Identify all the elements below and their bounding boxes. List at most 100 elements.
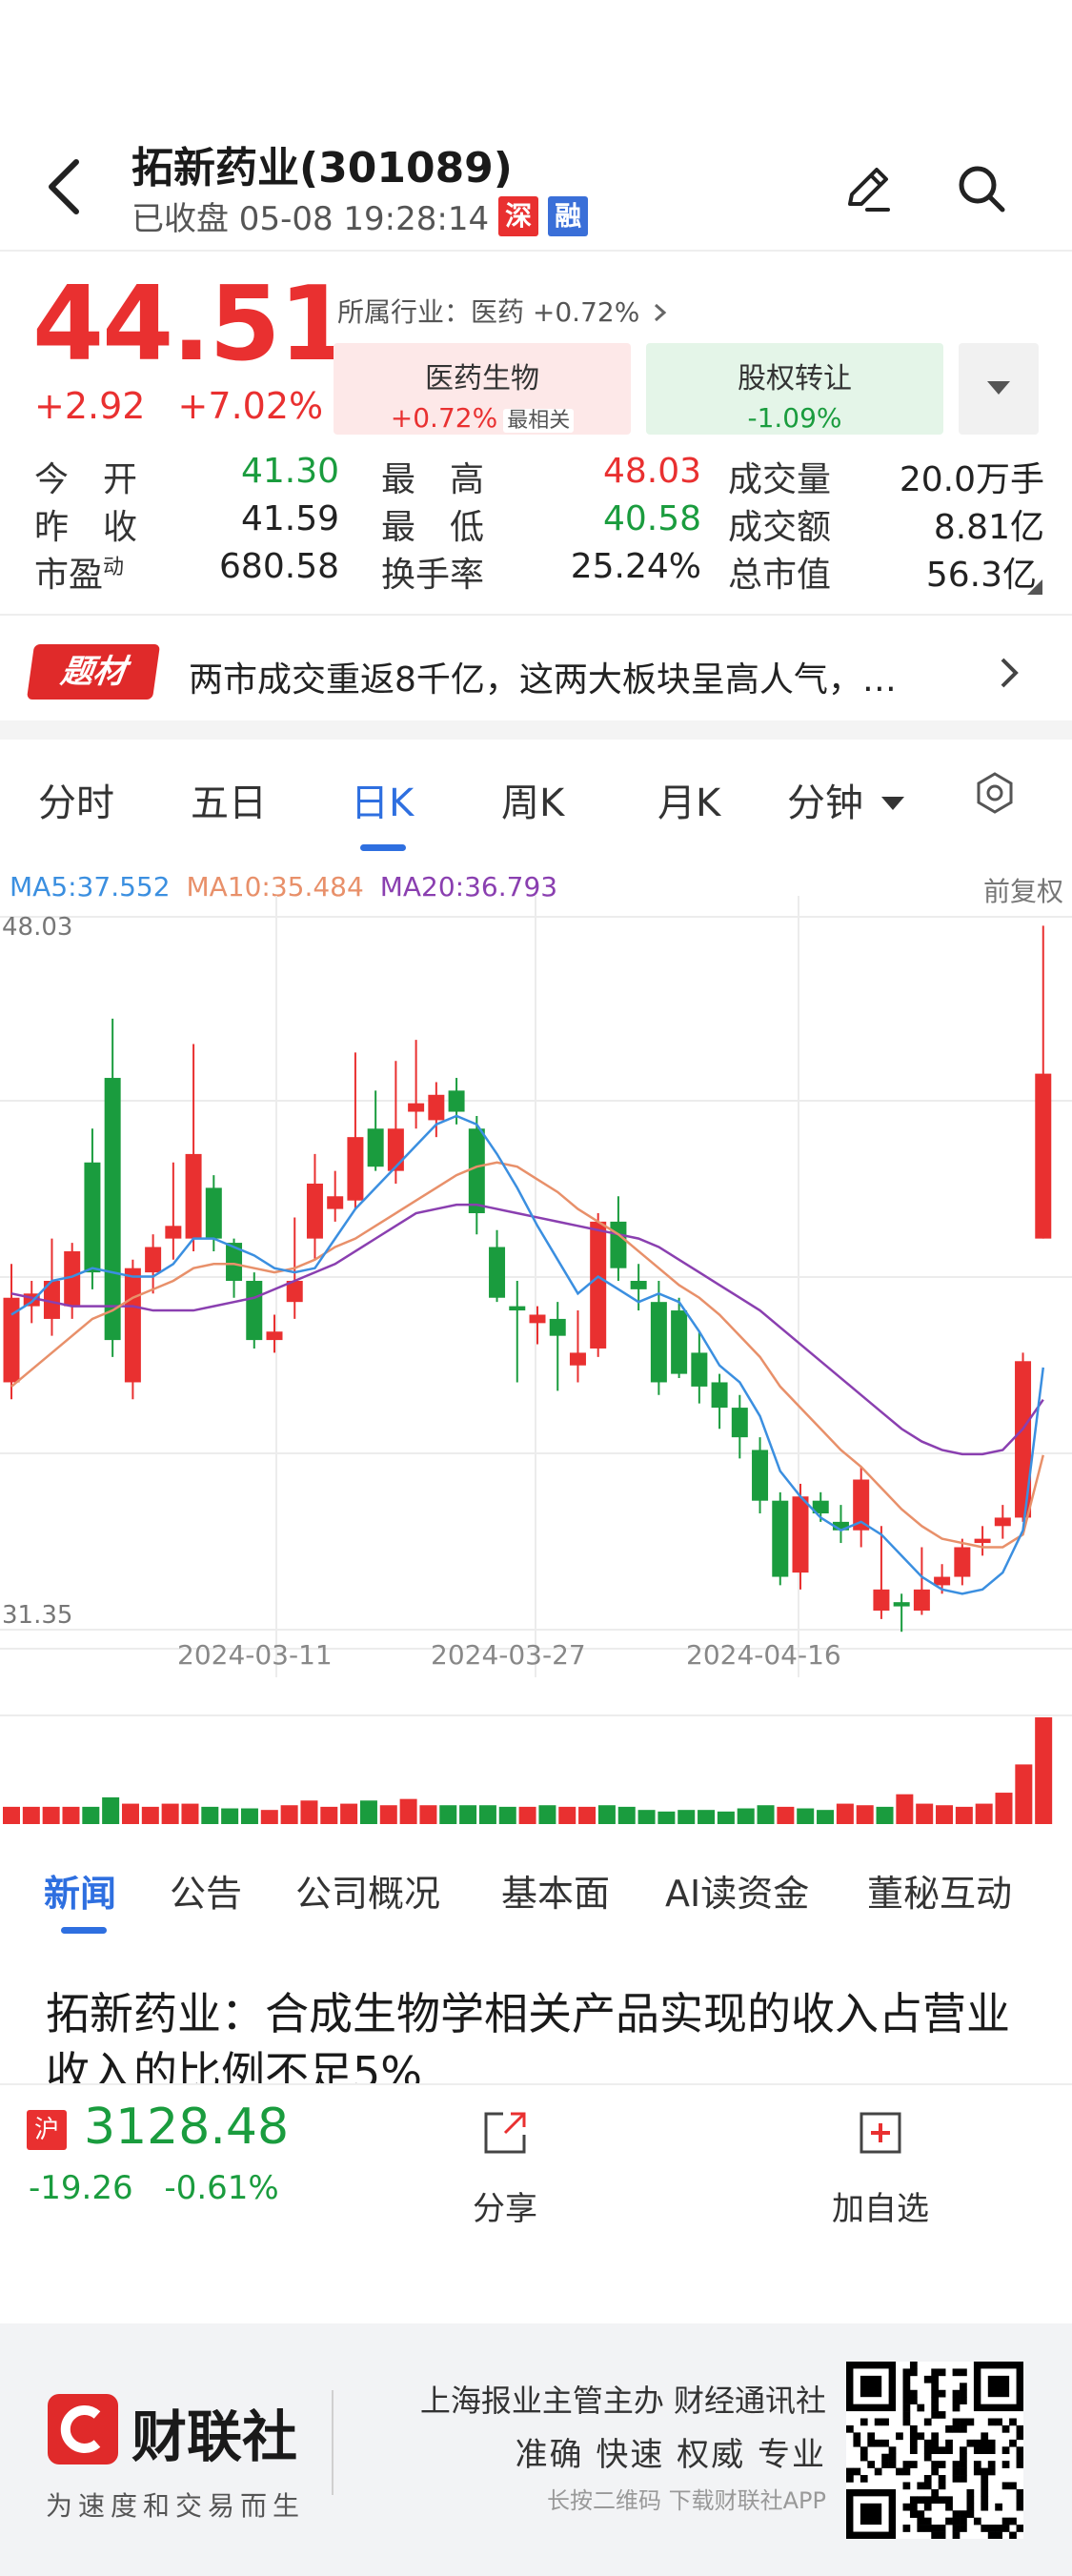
date-label: 2024-04-16 [686, 1639, 841, 1671]
open-label: 今 开 [34, 460, 138, 499]
tab-five-day[interactable]: 五日 [191, 781, 267, 825]
cls-logo-icon [48, 2394, 118, 2464]
topic-banner[interactable]: 题材 两市成交重返8千亿，这两大板块呈高人气，… [0, 629, 1072, 715]
ma-legend: MA5:37.552 MA10:35.484 MA20:36.793 [10, 871, 565, 903]
pe-value: 680.58 [219, 547, 339, 586]
news-headline[interactable]: 拓新药业：合成生物学相关产品实现的收入占营业收入的比例不足5% [46, 1988, 1010, 2087]
pe-label: 市盈动 [34, 556, 125, 595]
candle [3, 1264, 20, 1400]
volume-bar [419, 1805, 437, 1824]
high-label: 最 高 [381, 460, 485, 499]
current-price: 44.51 [32, 265, 351, 384]
index-change-amount: -19.26 [29, 2169, 133, 2207]
candle [387, 1061, 404, 1184]
volume-bar [221, 1808, 239, 1824]
volume-bar [737, 1808, 755, 1824]
ma5-label: MA5:37.552 [10, 871, 171, 903]
market-cap-value: 56.3亿 [925, 556, 1037, 595]
add-icon [860, 2112, 901, 2154]
tab-announcements[interactable]: 公告 [170, 1873, 243, 1915]
volume-bar [955, 1806, 973, 1824]
high-value: 48.03 [602, 452, 701, 491]
tab-secretary-qa[interactable]: 董秘互动 [867, 1873, 1013, 1915]
tab-news[interactable]: 新闻 [44, 1873, 117, 1915]
tab-company-overview[interactable]: 公司概况 [295, 1873, 441, 1915]
divider [0, 614, 1072, 616]
candle [873, 1526, 890, 1619]
volume-bar [102, 1797, 120, 1824]
prev-close-label: 昨 收 [34, 508, 138, 547]
candle [954, 1538, 971, 1586]
index-change-percent: -0.61% [164, 2169, 279, 2207]
candle [104, 1018, 121, 1357]
tab-ai-funds[interactable]: AI读资金 [665, 1873, 810, 1915]
candle [731, 1394, 748, 1459]
candle [347, 1052, 364, 1209]
candle [165, 1162, 182, 1260]
candle [792, 1483, 809, 1590]
market-status: 已收盘 05-08 19:28:14 深 融 [131, 193, 589, 239]
qr-code[interactable] [846, 2362, 1023, 2539]
industry-link[interactable]: 所属行业：医药 +0.72% [337, 292, 669, 330]
price-adjust-toggle[interactable]: 前复权 [983, 876, 1064, 907]
volume-bar [797, 1808, 815, 1824]
news-tabs: 新闻 公告 公司概况 基本面 AI读资金 董秘互动 [0, 1849, 1072, 1935]
add-watchlist-button[interactable]: 加自选 [804, 2104, 957, 2238]
candle [226, 1238, 243, 1298]
sector-name: 股权转让 [738, 362, 852, 396]
kline-chart[interactable] [0, 896, 1072, 1677]
candle [489, 1229, 506, 1303]
candle [994, 1505, 1011, 1539]
candle [772, 1491, 789, 1586]
volume-bar [856, 1805, 874, 1824]
topic-text: 两市成交重返8千亿，这两大板块呈高人气，… [189, 660, 897, 700]
period-tabs: 分时 五日 日K 周K 月K 分钟 [0, 762, 1072, 851]
shanghai-badge: 沪 [27, 2110, 67, 2150]
sector-card-equity-transfer[interactable]: 股权转让 -1.09% [646, 343, 943, 435]
active-tab-indicator [61, 1927, 107, 1934]
index-value[interactable]: 3128.48 [84, 2099, 290, 2156]
volume-bar [757, 1805, 775, 1824]
turnover-value: 25.24% [570, 547, 701, 586]
volume-bar [617, 1806, 636, 1824]
tab-weekly-k[interactable]: 周K [501, 781, 565, 825]
share-button[interactable]: 分享 [429, 2104, 581, 2238]
candle [1015, 1352, 1032, 1522]
margin-badge: 融 [548, 195, 589, 236]
chevron-right-icon [1001, 658, 1019, 688]
publisher-info: 上海报业主管主办 财经通讯社 [419, 2383, 826, 2419]
ma20-line [10, 1203, 1044, 1456]
expand-sectors-button[interactable] [959, 343, 1039, 435]
tab-minute[interactable]: 分钟 [787, 772, 906, 827]
candle [185, 1044, 202, 1251]
volume-bar [359, 1800, 377, 1824]
candle [832, 1505, 849, 1544]
tab-monthly-k[interactable]: 月K [657, 781, 721, 825]
corner-expand-icon[interactable] [1027, 579, 1042, 595]
section-gap [0, 720, 1072, 740]
tab-fundamentals[interactable]: 基本面 [501, 1873, 611, 1915]
candle [509, 1280, 526, 1383]
topic-badge: 题材 [26, 644, 161, 700]
candle [671, 1297, 688, 1379]
sector-change: +0.72% 最相关 [334, 402, 631, 434]
volume-bar [459, 1805, 477, 1824]
chart-settings-icon[interactable] [972, 770, 1018, 816]
volume-bar [498, 1806, 516, 1824]
caret-down-icon [987, 381, 1010, 395]
search-icon[interactable] [953, 160, 1010, 217]
change-amount: +2.92 [34, 385, 146, 427]
sector-card-pharma[interactable]: 医药生物 +0.72% 最相关 [334, 343, 631, 435]
edit-icon[interactable] [839, 160, 896, 217]
volume-bar [876, 1806, 894, 1824]
tab-intraday[interactable]: 分时 [38, 781, 114, 825]
volume-bar [340, 1803, 358, 1824]
volume-bar [141, 1806, 159, 1824]
volume-bar [62, 1806, 80, 1824]
bottom-bar: 沪 3128.48 -19.26 -0.61% 分享 加自选 [0, 2083, 1072, 2323]
tab-daily-k[interactable]: 日K [351, 781, 415, 825]
back-icon[interactable] [38, 149, 95, 225]
volume-chart[interactable] [0, 1677, 1072, 1830]
candle [1035, 925, 1052, 1239]
industry-label: 所属行业：医药 +0.72% [337, 296, 640, 328]
